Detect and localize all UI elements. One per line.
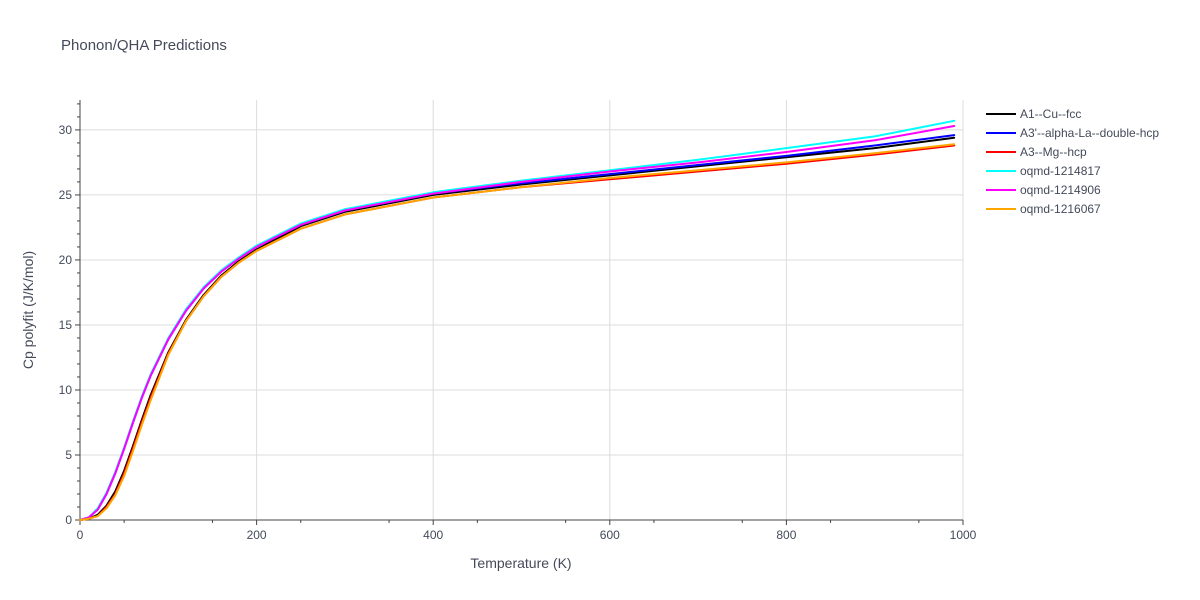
- legend-label: A1--Cu--fcc: [1020, 107, 1081, 121]
- legend-item[interactable]: oqmd-1216067: [986, 202, 1101, 216]
- y-tick-label: 10: [59, 383, 73, 397]
- legend-label: A3--Mg--hcp: [1020, 145, 1087, 159]
- y-tick-label: 0: [65, 513, 72, 527]
- legend-label: oqmd-1214906: [1020, 183, 1101, 197]
- legend-label: oqmd-1214817: [1020, 164, 1101, 178]
- legend-item[interactable]: A3--Mg--hcp: [986, 145, 1087, 159]
- x-tick-label: 200: [247, 528, 267, 542]
- legend-item[interactable]: A1--Cu--fcc: [986, 107, 1081, 121]
- y-axis-title: Cp polyfit (J/K/mol): [20, 251, 36, 369]
- y-tick-label: 25: [59, 188, 73, 202]
- axes: 0 200 400 600 800 1000 0 5 10 15 20 25 30: [59, 100, 977, 542]
- legend-label: oqmd-1216067: [1020, 202, 1101, 216]
- y-tick-label: 5: [65, 448, 72, 462]
- legend-item[interactable]: oqmd-1214906: [986, 183, 1101, 197]
- series-line-6: [79, 143, 956, 521]
- y-tick-label: 30: [59, 123, 73, 137]
- y-tick-label: 20: [59, 253, 73, 267]
- y-tick-label: 15: [59, 318, 73, 332]
- legend-label: A3'--alpha-La--double-hcp: [1020, 126, 1159, 140]
- legend-item[interactable]: oqmd-1214817: [986, 164, 1101, 178]
- x-tick-label: 600: [600, 528, 620, 542]
- series-line-5: [79, 125, 956, 521]
- legend-item[interactable]: A3'--alpha-La--double-hcp: [986, 126, 1159, 140]
- plot-area: [79, 119, 956, 521]
- x-axis-title: Temperature (K): [470, 555, 571, 571]
- x-tick-label: 400: [423, 528, 443, 542]
- legend[interactable]: A1--Cu--fcc A3'--alpha-La--double-hcp A3--…: [986, 107, 1159, 216]
- chart-title: Phonon/QHA Predictions: [61, 37, 227, 54]
- x-tick-label: 1000: [950, 528, 977, 542]
- x-tick-label: 0: [77, 528, 84, 542]
- x-tick-label: 800: [776, 528, 796, 542]
